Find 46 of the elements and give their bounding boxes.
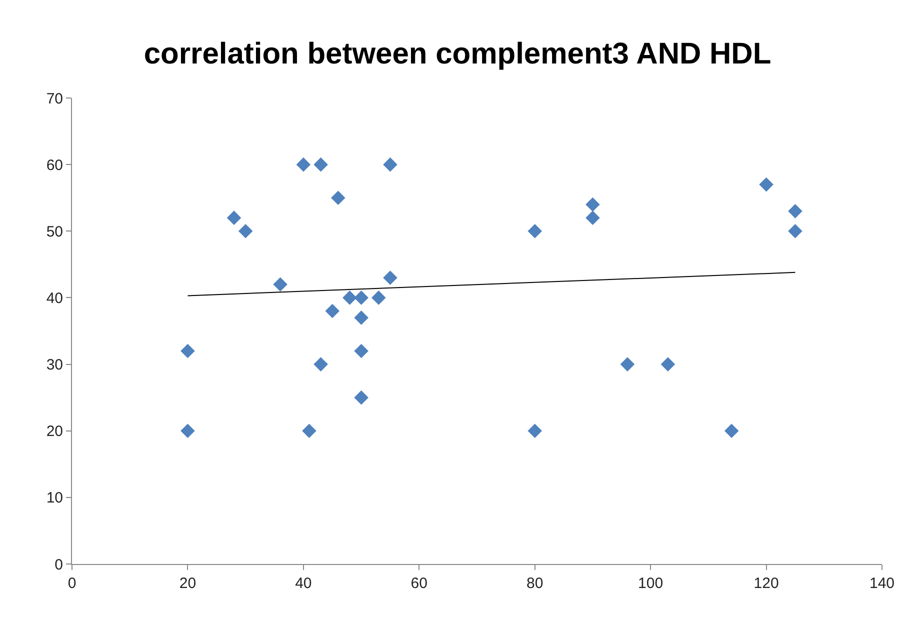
point xyxy=(273,277,288,292)
point xyxy=(528,224,542,238)
point xyxy=(314,157,328,172)
point xyxy=(180,344,195,358)
x-tick-label: 60 xyxy=(410,575,428,592)
x-tick-label: 120 xyxy=(754,575,779,592)
y-tick-label: 40 xyxy=(46,290,63,307)
point xyxy=(330,190,346,206)
point xyxy=(180,424,195,438)
point xyxy=(383,157,398,172)
point xyxy=(302,424,316,438)
x-tick-label: 40 xyxy=(295,575,312,592)
y-tick-label: 70 xyxy=(46,90,63,108)
point xyxy=(342,290,357,305)
point xyxy=(226,210,242,225)
y-tick-label: 10 xyxy=(46,490,63,507)
point xyxy=(371,290,386,305)
point xyxy=(296,157,311,172)
point xyxy=(586,210,600,225)
point xyxy=(528,424,542,438)
x-tick-label: 80 xyxy=(526,575,544,592)
point xyxy=(660,357,676,372)
y-tick-label: 50 xyxy=(46,223,63,240)
y-tick-label: 60 xyxy=(46,156,63,174)
point xyxy=(354,310,368,325)
point xyxy=(724,424,739,438)
y-tick-label: 20 xyxy=(46,423,63,440)
point xyxy=(354,290,368,305)
point xyxy=(238,224,253,238)
x-tick-label: 100 xyxy=(638,575,664,592)
chart-title: correlation between complement3 AND HDL xyxy=(144,38,772,71)
point xyxy=(788,224,802,238)
x-tick-label: 0 xyxy=(68,575,76,592)
y-tick-label: 0 xyxy=(54,556,63,574)
point xyxy=(325,304,340,318)
y-tick-label: 30 xyxy=(46,356,63,374)
point xyxy=(314,357,328,372)
point xyxy=(354,344,368,358)
point xyxy=(586,197,600,212)
x-tick-label: 140 xyxy=(869,575,895,592)
point xyxy=(788,204,802,218)
x-tick-label: 20 xyxy=(179,575,196,592)
point xyxy=(383,270,398,285)
point xyxy=(354,390,368,405)
point xyxy=(759,177,774,192)
point xyxy=(620,357,635,372)
